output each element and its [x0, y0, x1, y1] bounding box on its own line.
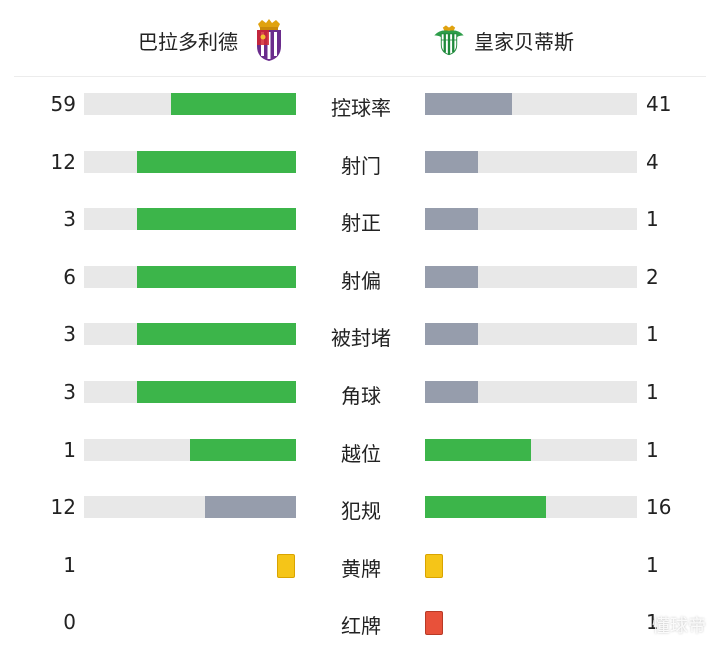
home-bar: [84, 496, 296, 519]
stat-label: 角球: [341, 383, 381, 408]
stat-row-possession: 59 控球率 41: [0, 76, 720, 134]
stat-row-red-cards: 0 红牌 1: [0, 594, 720, 652]
home-bar: [84, 380, 296, 403]
away-bar: [425, 150, 637, 173]
away-value: 1: [646, 437, 659, 462]
away-bar-fill: [425, 380, 478, 403]
stat-row-offsides: 1 越位 1: [0, 422, 720, 480]
home-team-name: 巴拉多利德: [138, 29, 238, 54]
away-value: 1: [646, 322, 659, 347]
home-bar-fill: [137, 323, 296, 346]
home-bar-fill: [170, 93, 296, 115]
away-bar-fill: [425, 93, 512, 115]
home-value: 0: [63, 610, 76, 635]
home-value: 1: [63, 552, 76, 577]
stat-label: 红牌: [341, 614, 381, 639]
home-bar: [84, 208, 296, 231]
away-bar-fill: [425, 438, 531, 461]
home-bar: [84, 323, 296, 346]
away-bar-fill: [425, 265, 478, 288]
real-betis-crest-icon: [434, 25, 464, 56]
away-bar-fill: [425, 323, 478, 346]
away-value: 16: [646, 495, 672, 520]
stat-label: 越位: [341, 441, 381, 466]
away-bar: [425, 208, 637, 231]
red-card-icon: [425, 611, 443, 636]
home-value: 1: [63, 437, 76, 462]
home-bar-fill: [204, 496, 296, 519]
away-bar: [425, 380, 637, 403]
stat-row-shots: 12 射门 4: [0, 134, 720, 192]
home-value: 3: [63, 379, 76, 404]
away-value: 1: [646, 610, 659, 635]
stat-row-yellow-cards: 1 黄牌 1: [0, 537, 720, 595]
home-value: 59: [50, 92, 76, 116]
stat-label: 犯规: [341, 499, 381, 524]
stat-row-shots-off-target: 6 射偏 2: [0, 249, 720, 307]
yellow-card-icon: [425, 553, 443, 578]
stat-label: 射正: [341, 211, 381, 236]
away-value: 1: [646, 379, 659, 404]
home-bar: [84, 438, 296, 461]
away-value: 41: [646, 92, 672, 116]
home-value: 3: [63, 322, 76, 347]
home-bar-fill: [137, 380, 296, 403]
header-divider: [14, 76, 706, 77]
away-value: 4: [646, 149, 659, 174]
away-value: 1: [646, 207, 659, 232]
home-bar-fill: [137, 265, 296, 288]
home-bar: [84, 265, 296, 288]
away-bar-fill: [425, 150, 478, 173]
stat-label: 射门: [341, 153, 381, 178]
home-bar-fill: [137, 150, 296, 173]
away-bar-fill: [425, 208, 478, 231]
stat-label: 射偏: [341, 268, 381, 293]
home-value: 12: [50, 149, 76, 174]
home-value: 6: [63, 264, 76, 289]
home-team[interactable]: 巴拉多利德: [138, 19, 286, 61]
away-value: 2: [646, 264, 659, 289]
away-bar: [425, 93, 637, 115]
away-team-name: 皇家贝蒂斯: [474, 29, 574, 54]
match-header: 巴拉多利德 皇家贝蒂斯: [0, 0, 720, 76]
away-bar: [425, 496, 637, 519]
away-value: 1: [646, 552, 659, 577]
away-bar-fill: [425, 496, 546, 519]
watermark: 懂球帝: [652, 616, 706, 637]
stat-row-corners: 3 角球 1: [0, 364, 720, 422]
away-bar: [425, 323, 637, 346]
stat-label: 黄牌: [341, 556, 381, 581]
real-valladolid-crest-icon: [257, 19, 281, 61]
stat-row-shots-on-target: 3 射正 1: [0, 191, 720, 249]
yellow-card-icon: [277, 553, 295, 578]
stat-row-blocked: 3 被封堵 1: [0, 306, 720, 364]
stat-row-fouls: 12 犯规 16: [0, 479, 720, 537]
stat-label: 被封堵: [331, 326, 391, 351]
away-bar: [425, 438, 637, 461]
away-bar: [425, 265, 637, 288]
home-value: 3: [63, 207, 76, 232]
home-bar: [84, 150, 296, 173]
home-bar-fill: [190, 438, 296, 461]
stat-label: 控球率: [331, 96, 391, 120]
home-bar: [84, 93, 296, 115]
home-value: 12: [50, 495, 76, 520]
home-bar-fill: [137, 208, 296, 231]
away-team[interactable]: 皇家贝蒂斯: [432, 20, 574, 60]
stats-table: 59 控球率 41 12 射门 4 3 射正 1 6 射偏 2 3 被封堵 1 …: [0, 76, 720, 652]
